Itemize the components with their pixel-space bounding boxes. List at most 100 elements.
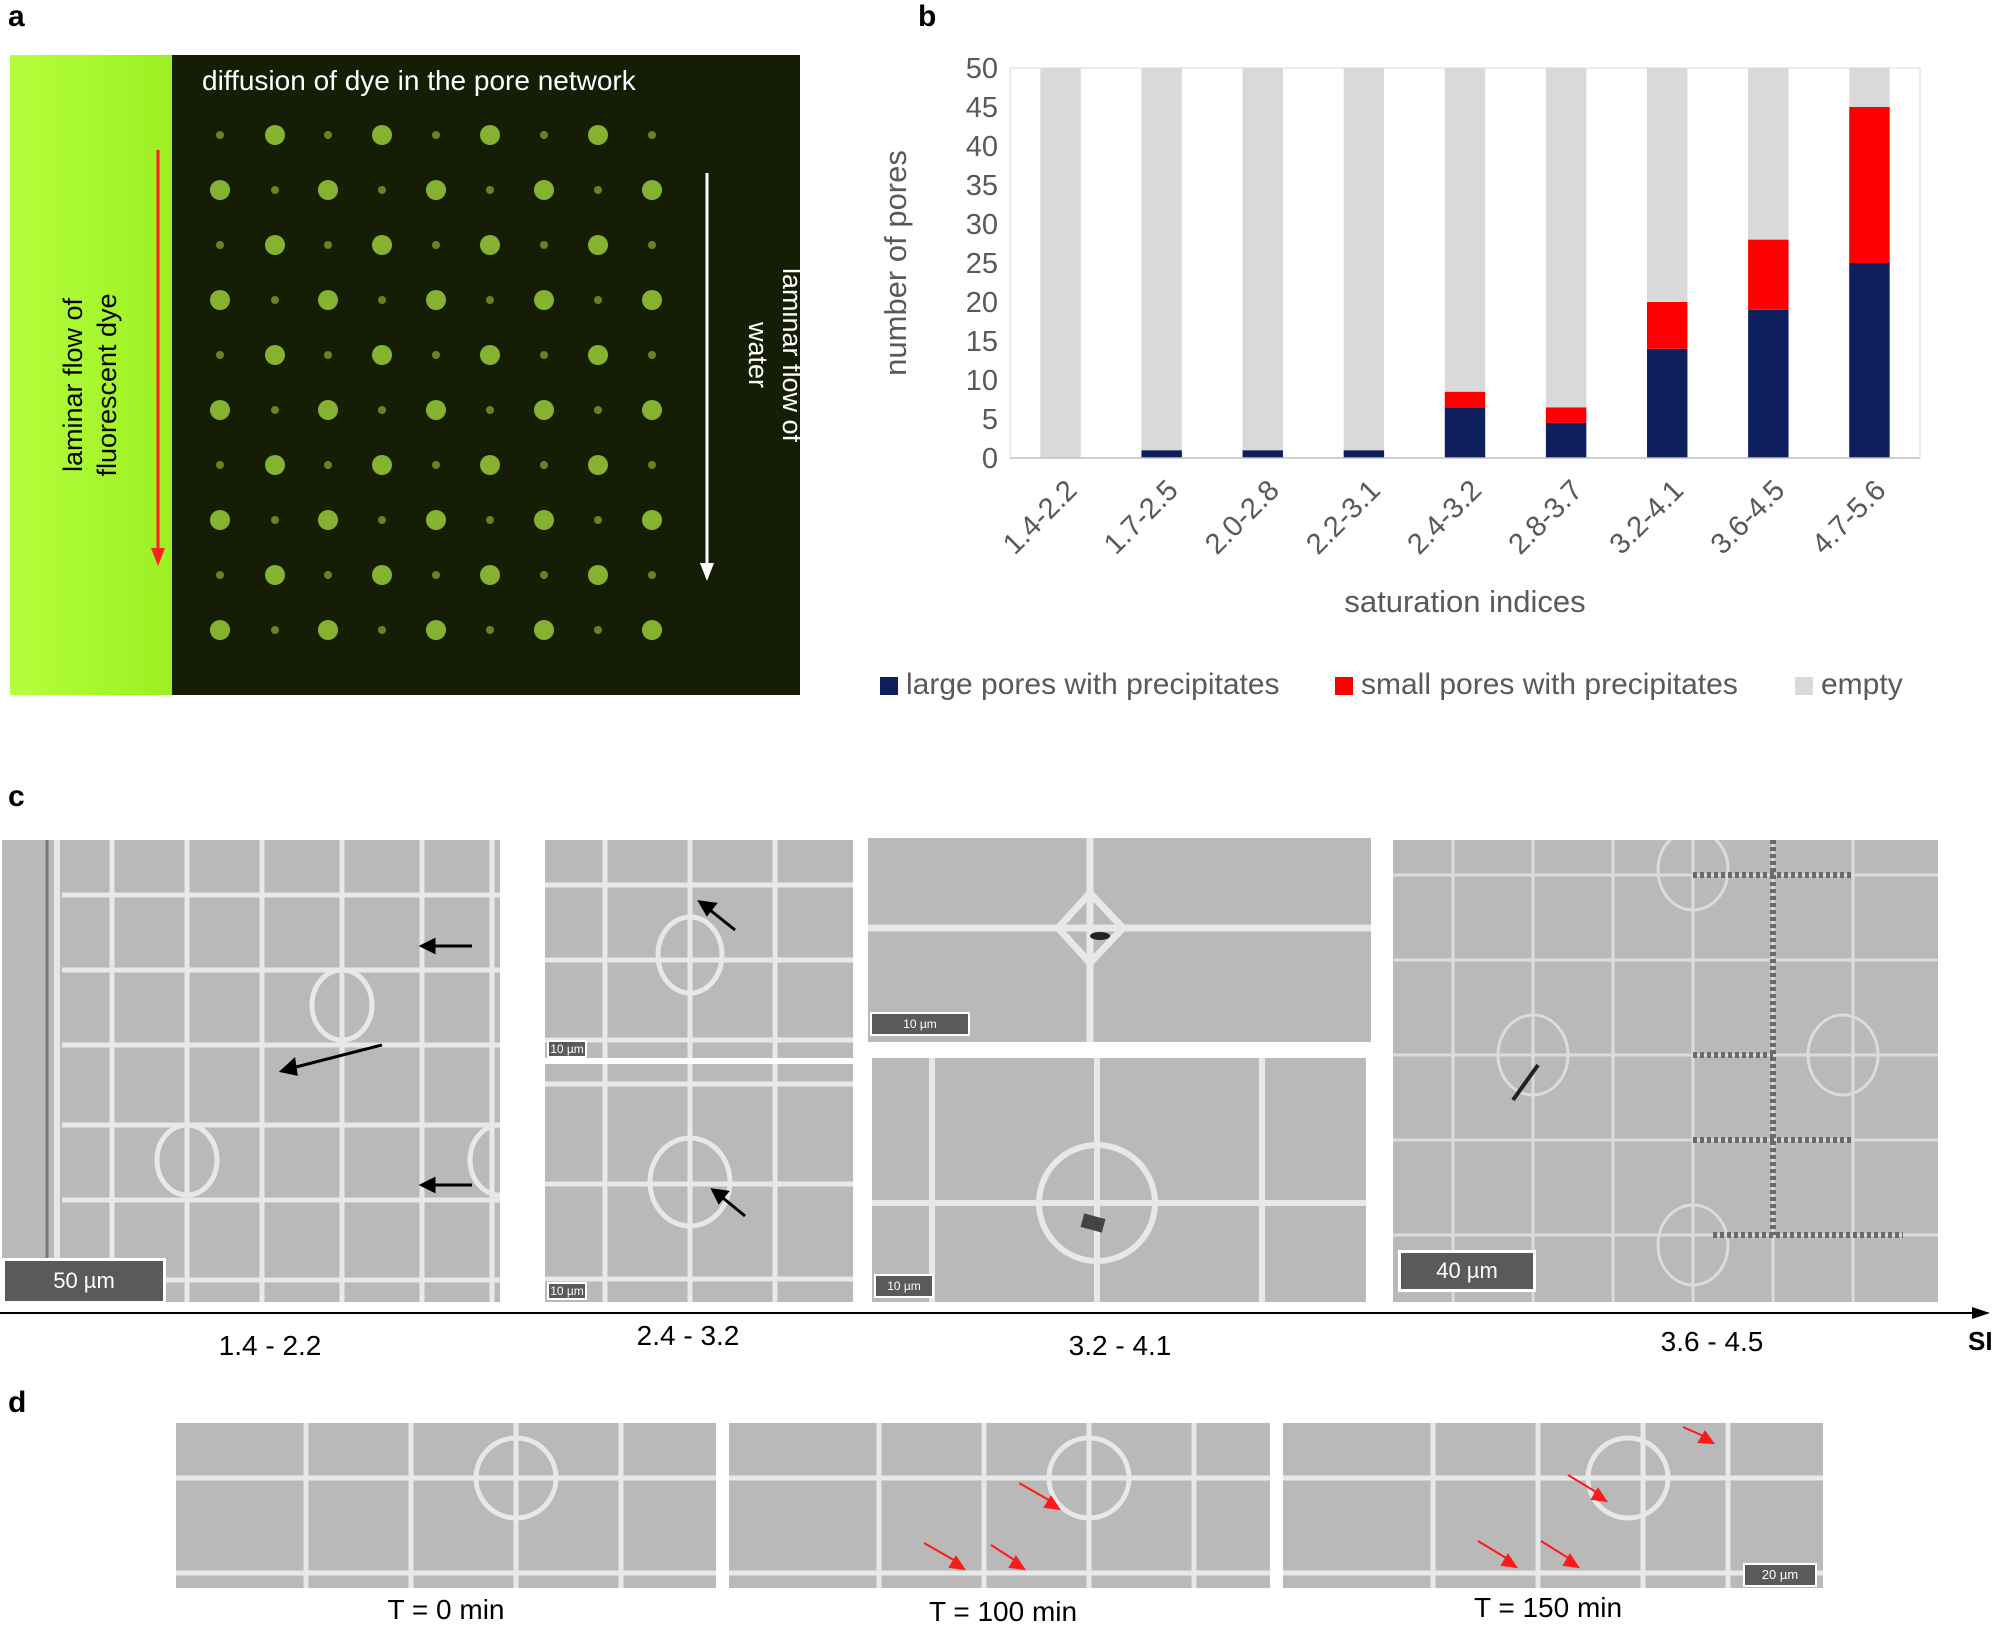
small-pore [432, 131, 440, 139]
timelapse-100 [729, 1423, 1270, 1588]
si-tick-2: 2.4 - 3.2 [636, 1320, 740, 1351]
y-tick-label: 35 [966, 170, 998, 202]
bar-segment [1141, 450, 1182, 458]
small-pore [432, 461, 440, 469]
small-pore [540, 241, 548, 249]
bar-segment [1748, 309, 1789, 458]
large-pore [480, 235, 500, 255]
bar-segment [1242, 68, 1283, 451]
time-label-100: T = 100 min [928, 1596, 1078, 1627]
bar-segment [1849, 107, 1890, 263]
small-pore [648, 131, 656, 139]
panel-a-top-label: diffusion of dye in the pore network [202, 65, 636, 96]
si-tick-3: 3.2 - 4.1 [1068, 1330, 1172, 1361]
scale-bar-c3a: 10 µm [870, 1012, 970, 1036]
pore-network [210, 125, 662, 640]
bar-segment [1343, 450, 1385, 458]
large-pore [534, 180, 554, 200]
small-pore [432, 351, 440, 359]
bar-segment [1748, 239, 1789, 310]
small-pore [216, 351, 224, 359]
grid-pattern-c3a [868, 838, 1371, 1042]
large-pore [372, 345, 392, 365]
large-pore [588, 125, 608, 145]
large-pore [534, 510, 554, 530]
small-pore [378, 516, 386, 524]
scale-bar-c1: 50 µm [2, 1258, 166, 1302]
scale-bar-d: 20 µm [1743, 1563, 1817, 1587]
bar-segment [1242, 450, 1283, 458]
y-tick-label: 40 [966, 131, 998, 163]
large-pore [426, 620, 446, 640]
small-pore [594, 296, 602, 304]
large-pore [210, 510, 230, 530]
small-pore [486, 626, 494, 634]
grid-pattern-c3b [872, 1058, 1366, 1302]
micrograph-c3a: 10 µm [868, 838, 1371, 1042]
small-pore [648, 461, 656, 469]
large-pore [265, 125, 285, 145]
large-pore [642, 290, 662, 310]
x-tick-label: 3.6-4.5 [1705, 474, 1791, 560]
small-pore [486, 516, 494, 524]
bar-segment [1141, 68, 1182, 451]
time-label-0: T = 0 min [387, 1594, 505, 1625]
bar-segment [1647, 68, 1688, 302]
x-tick-label: 4.7-5.6 [1806, 474, 1892, 560]
si-axis-label: SI [1968, 1326, 1993, 1356]
small-pore [486, 296, 494, 304]
small-pore [216, 131, 224, 139]
small-pore [271, 296, 279, 304]
small-pore [486, 186, 494, 194]
dye-stream [10, 55, 172, 695]
small-pore [271, 516, 279, 524]
panel-b-letter: b [918, 0, 937, 33]
bar-segment [1647, 302, 1688, 349]
small-pore [271, 186, 279, 194]
large-pore [588, 235, 608, 255]
small-pore [378, 626, 386, 634]
small-pore [540, 131, 548, 139]
bar-segment [1545, 407, 1587, 423]
large-pore [318, 400, 338, 420]
white-flow-arrow [700, 173, 714, 581]
large-pore [372, 235, 392, 255]
large-pore [426, 510, 446, 530]
large-pore [534, 290, 554, 310]
large-pore [372, 455, 392, 475]
timelapse-150: 20 µm [1283, 1423, 1823, 1588]
legend-large-label: large pores with precipitates [906, 668, 1280, 701]
small-pore [216, 461, 224, 469]
large-pore [265, 235, 285, 255]
small-pore [324, 351, 332, 359]
small-pore [324, 131, 332, 139]
large-pore [265, 455, 285, 475]
bar-segment [1849, 68, 1890, 107]
si-axis-arrow [0, 1307, 1990, 1319]
y-tick-label: 20 [966, 287, 998, 319]
y-tick-label: 25 [966, 248, 998, 280]
small-pore [432, 241, 440, 249]
x-tick-label: 1.7-2.5 [1098, 474, 1184, 560]
scale-bar-c2b: 10 µm [547, 1282, 587, 1300]
stacked-bar-chart: 0 5 10 15 20 25 30 35 40 45 50 1.4-2.2 1.7-2.5 2.0-2.… [878, 53, 1921, 619]
right-label-line2: water [743, 321, 773, 389]
x-tick-label: 3.2-4.1 [1604, 474, 1690, 560]
x-tick-label: 2.8-3.7 [1503, 474, 1589, 560]
legend-empty-label: empty [1821, 668, 1903, 701]
bar-segment [1545, 68, 1587, 408]
bar-segment [1444, 391, 1486, 408]
bar-segment [1748, 68, 1789, 240]
y-tick-label: 15 [966, 326, 998, 358]
y-axis-title: number of pores [878, 150, 913, 376]
small-pore [378, 186, 386, 194]
large-pore [534, 620, 554, 640]
grid-pattern-c2b [545, 1064, 853, 1302]
small-pore [432, 571, 440, 579]
large-pore [318, 180, 338, 200]
large-pore [534, 400, 554, 420]
large-pore [210, 290, 230, 310]
small-pore [324, 571, 332, 579]
panel-a-letter: a [8, 0, 25, 33]
y-tick-label: 30 [966, 209, 998, 241]
